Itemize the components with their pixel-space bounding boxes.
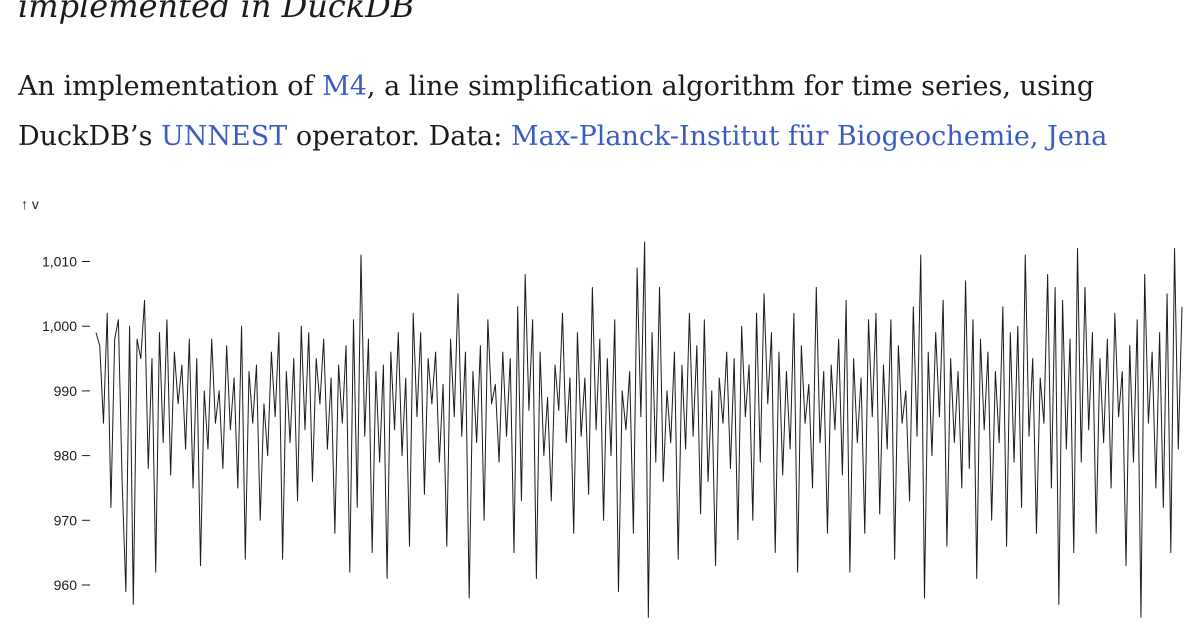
y-tick-label: 960 — [54, 577, 78, 593]
y-tick-label: 1,010 — [42, 254, 77, 270]
time-series-chart: ↑ v 960 970 980 990 1,000 1,010 — [21, 196, 1183, 618]
y-axis: 960 970 980 990 1,000 1,010 — [42, 254, 90, 593]
y-tick-label: 970 — [54, 512, 78, 528]
unnest-link[interactable]: UNNEST — [161, 121, 288, 152]
description: An implementation of M4, a line simplifi… — [18, 62, 1193, 162]
y-axis-label: ↑ v — [21, 196, 39, 212]
description-text-1: An implementation of — [18, 71, 323, 102]
y-tick-label: 990 — [54, 383, 78, 399]
m4-link[interactable]: M4 — [322, 71, 367, 102]
description-text-2: , a line simplification algorithm for ti… — [18, 71, 1095, 152]
data-source-link[interactable]: Max-Planck-Institut für Biogeochemie, Je… — [510, 121, 1108, 152]
y-tick-label: 980 — [54, 448, 78, 464]
page-title: implemented in DuckDB — [18, 0, 415, 25]
series-line — [95, 241, 1183, 618]
y-tick-label: 1,000 — [42, 318, 77, 334]
description-text-3: operator. Data: — [287, 121, 511, 152]
